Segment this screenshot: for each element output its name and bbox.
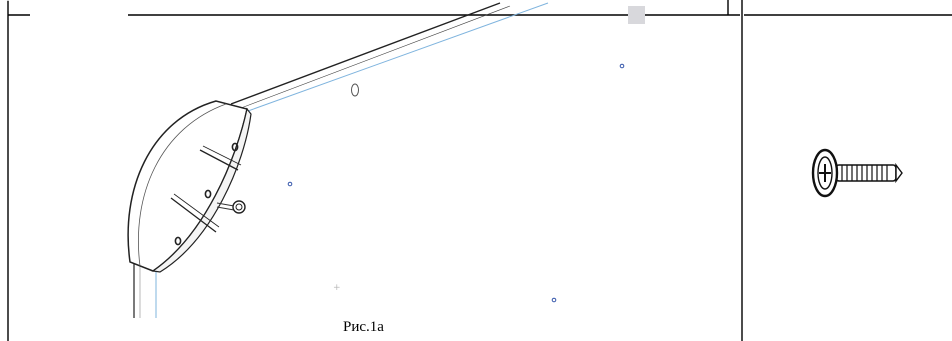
svg-text:+: +	[333, 283, 341, 293]
corner-assembly-drawing: +	[127, 2, 645, 318]
figure-caption: Рис.1а	[343, 319, 384, 335]
screw-icon	[811, 148, 903, 198]
table-grid	[7, 0, 952, 341]
